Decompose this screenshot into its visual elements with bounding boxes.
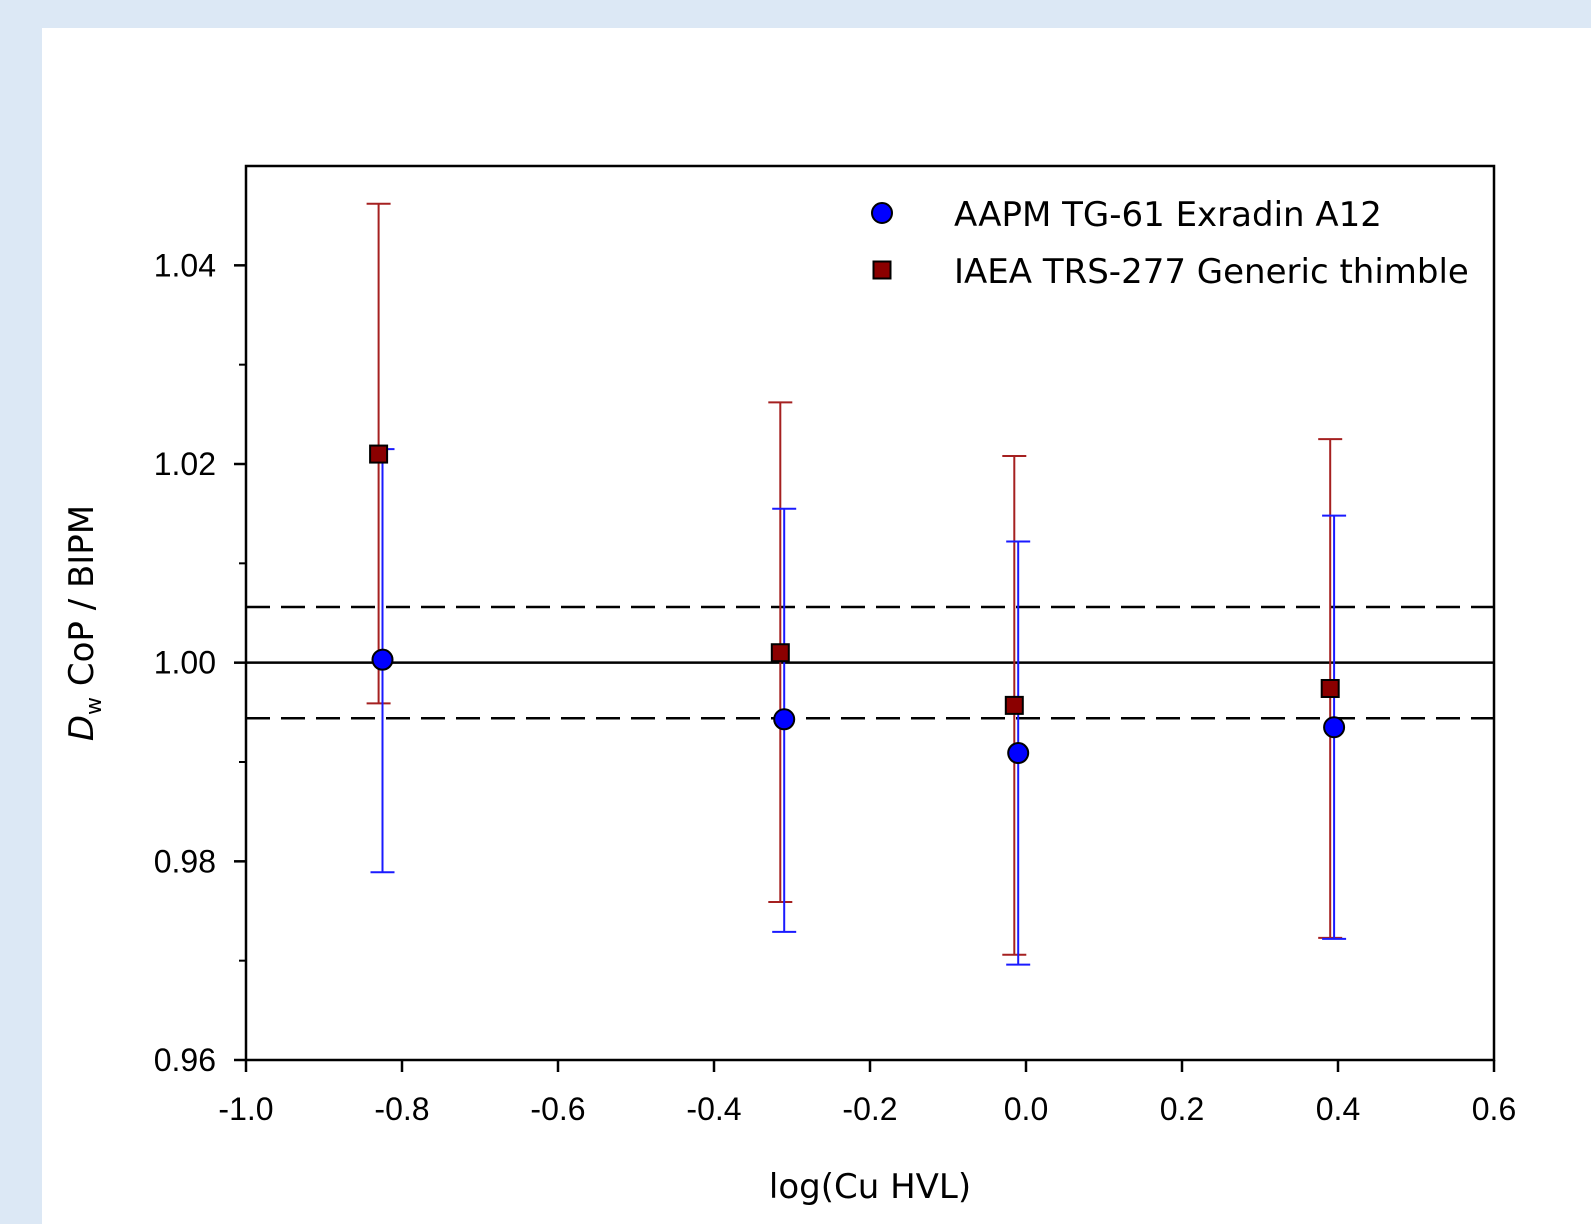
x-tick-label: -0.4 — [686, 1091, 741, 1127]
plot-frame — [244, 164, 1496, 1062]
x-tick-label: 0.0 — [1004, 1091, 1048, 1127]
x-tick-label: 0.4 — [1316, 1091, 1360, 1127]
circle-point — [371, 648, 394, 671]
y-axis-title: Dw CoP / BIPM — [62, 505, 107, 741]
x-tick-label: -0.2 — [842, 1091, 897, 1127]
y-tick-label: 0.96 — [154, 1042, 216, 1078]
x-tick-label: 0.6 — [1472, 1091, 1516, 1127]
y-axis-title-italic: D — [62, 715, 102, 741]
legend-square-marker — [872, 260, 892, 280]
legend: AAPM TG-61 Exradin A12 IAEA TRS-277 Gener… — [871, 195, 1469, 292]
square-point — [369, 444, 389, 464]
square-point — [1320, 678, 1340, 698]
y-axis-title-rest: CoP / BIPM — [62, 505, 102, 697]
chart-panel — [42, 28, 1591, 1224]
x-tick-label: -0.8 — [374, 1091, 429, 1127]
circle-point — [1323, 716, 1346, 739]
x-tick-label: -0.6 — [530, 1091, 585, 1127]
x-tick-label: 0.2 — [1160, 1091, 1204, 1127]
y-axis: 0.96 0.98 1.00 1.02 1.04 — [154, 247, 246, 1078]
x-axis: -1.0 -0.8 -0.6 -0.4 -0.2 0.0 0.2 0.4 0.6 — [218, 1060, 1516, 1127]
y-tick-label: 1.00 — [154, 645, 216, 681]
legend-circle-marker — [871, 202, 893, 224]
square-point — [770, 643, 790, 663]
x-axis-title: log(Cu HVL) — [769, 1167, 971, 1207]
y-axis-title-subscript: w — [82, 697, 107, 715]
y-tick-label: 1.04 — [154, 247, 216, 283]
y-tick-label: 0.98 — [154, 843, 216, 879]
legend-label: IAEA TRS-277 Generic thimble — [954, 252, 1469, 292]
x-tick-label: -1.0 — [218, 1091, 273, 1127]
circle-point — [773, 708, 796, 731]
square-point — [1004, 695, 1024, 715]
data-markers — [369, 444, 1346, 765]
y-tick-label: 1.02 — [154, 446, 216, 482]
circle-point — [1007, 742, 1030, 765]
reference-lines — [246, 605, 1494, 720]
error-bars — [366, 202, 1347, 966]
legend-label: AAPM TG-61 Exradin A12 — [954, 195, 1382, 235]
